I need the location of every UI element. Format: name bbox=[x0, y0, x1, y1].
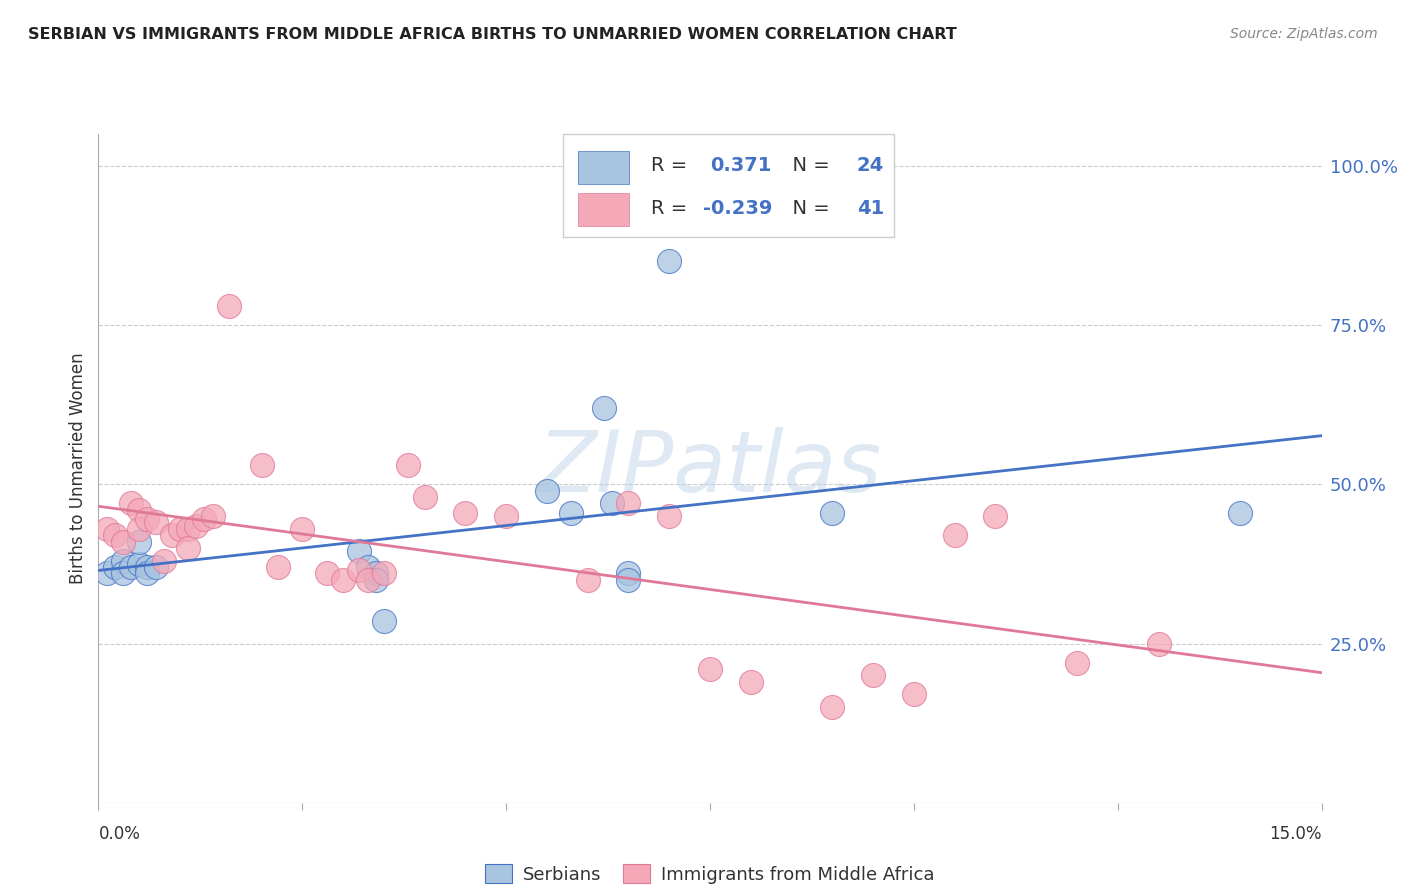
Point bbox=[250, 458, 273, 472]
Point bbox=[177, 541, 200, 555]
Point bbox=[943, 528, 966, 542]
Point bbox=[111, 554, 134, 568]
Point bbox=[617, 496, 640, 510]
Point bbox=[128, 557, 150, 571]
Point bbox=[600, 496, 623, 510]
Text: 41: 41 bbox=[856, 199, 884, 219]
Point bbox=[536, 483, 558, 498]
Point bbox=[169, 522, 191, 536]
Legend: Serbians, Immigrants from Middle Africa: Serbians, Immigrants from Middle Africa bbox=[478, 857, 942, 891]
Text: ZIPatlas: ZIPatlas bbox=[538, 426, 882, 510]
Point bbox=[136, 566, 159, 581]
FancyBboxPatch shape bbox=[578, 193, 630, 227]
Point bbox=[120, 560, 142, 574]
Text: SERBIAN VS IMMIGRANTS FROM MIDDLE AFRICA BIRTHS TO UNMARRIED WOMEN CORRELATION C: SERBIAN VS IMMIGRANTS FROM MIDDLE AFRICA… bbox=[28, 27, 957, 42]
Point bbox=[356, 573, 378, 587]
Point bbox=[96, 566, 118, 581]
Point bbox=[120, 496, 142, 510]
Point bbox=[177, 522, 200, 536]
Point bbox=[332, 573, 354, 587]
FancyBboxPatch shape bbox=[564, 134, 894, 237]
Point bbox=[145, 560, 167, 574]
Point bbox=[152, 554, 174, 568]
Point bbox=[454, 506, 477, 520]
Point bbox=[186, 518, 208, 533]
Point bbox=[617, 566, 640, 581]
Point bbox=[356, 560, 378, 574]
Point bbox=[111, 534, 134, 549]
Point bbox=[576, 573, 599, 587]
FancyBboxPatch shape bbox=[578, 151, 630, 184]
Y-axis label: Births to Unmarried Women: Births to Unmarried Women bbox=[69, 352, 87, 584]
Point bbox=[218, 299, 240, 313]
Point bbox=[1229, 506, 1251, 520]
Point bbox=[862, 668, 884, 682]
Point bbox=[658, 254, 681, 268]
Point bbox=[617, 573, 640, 587]
Point bbox=[658, 509, 681, 524]
Point bbox=[128, 502, 150, 516]
Point bbox=[104, 528, 127, 542]
Point bbox=[267, 560, 290, 574]
Point bbox=[160, 528, 183, 542]
Text: -0.239: -0.239 bbox=[703, 199, 772, 219]
Point bbox=[128, 534, 150, 549]
Point bbox=[291, 522, 314, 536]
Point bbox=[821, 700, 844, 714]
Text: 0.0%: 0.0% bbox=[98, 825, 141, 843]
Point bbox=[373, 566, 395, 581]
Point bbox=[193, 512, 215, 526]
Point bbox=[136, 512, 159, 526]
Point bbox=[413, 490, 436, 504]
Point bbox=[821, 506, 844, 520]
Text: 0.371: 0.371 bbox=[710, 156, 772, 176]
Point bbox=[984, 509, 1007, 524]
Point bbox=[699, 662, 721, 676]
Point bbox=[145, 516, 167, 530]
Point bbox=[740, 674, 762, 689]
Point bbox=[349, 544, 371, 558]
Point bbox=[1147, 636, 1170, 650]
Point bbox=[903, 688, 925, 702]
Point bbox=[364, 573, 387, 587]
Text: R =: R = bbox=[651, 156, 693, 176]
Point bbox=[136, 560, 159, 574]
Point bbox=[104, 560, 127, 574]
Point bbox=[560, 506, 582, 520]
Point bbox=[315, 566, 337, 581]
Point bbox=[349, 563, 371, 577]
Point bbox=[96, 522, 118, 536]
Text: 15.0%: 15.0% bbox=[1270, 825, 1322, 843]
Point bbox=[593, 401, 616, 415]
Point bbox=[111, 566, 134, 581]
Text: N =: N = bbox=[780, 156, 835, 176]
Point bbox=[1066, 656, 1088, 670]
Text: Source: ZipAtlas.com: Source: ZipAtlas.com bbox=[1230, 27, 1378, 41]
Point bbox=[128, 522, 150, 536]
Point bbox=[396, 458, 419, 472]
Text: R =: R = bbox=[651, 199, 693, 219]
Point bbox=[373, 614, 395, 628]
Point bbox=[364, 566, 387, 581]
Point bbox=[201, 509, 224, 524]
Text: N =: N = bbox=[780, 199, 835, 219]
Text: 24: 24 bbox=[856, 156, 884, 176]
Point bbox=[495, 509, 517, 524]
